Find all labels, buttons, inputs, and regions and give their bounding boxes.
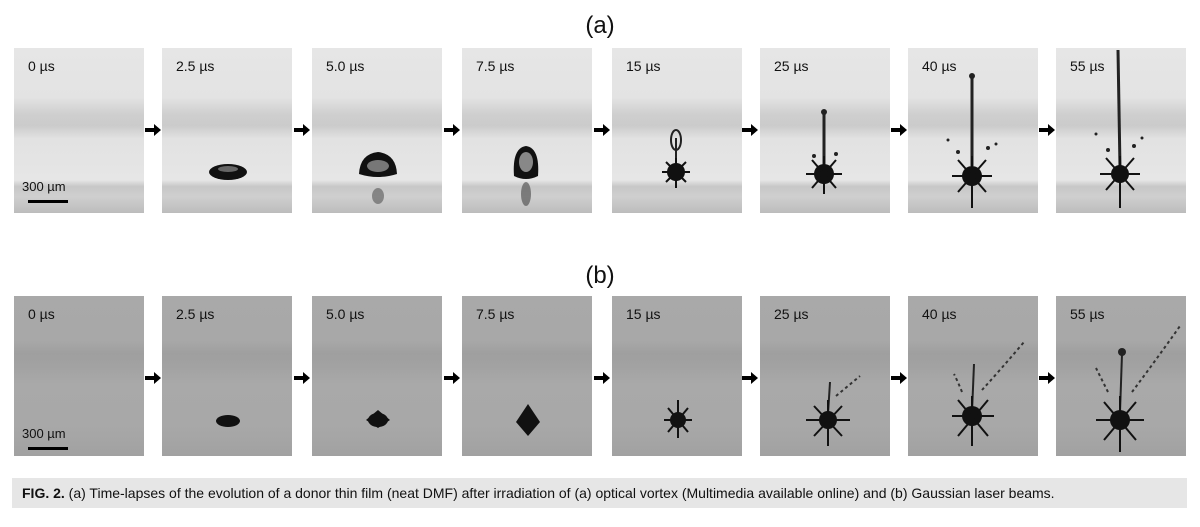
caption-prefix: FIG. 2. xyxy=(22,485,65,501)
time-label: 15 µs xyxy=(626,306,661,322)
arrow-right-icon xyxy=(742,124,758,136)
panel-a-label: (a) xyxy=(585,12,615,39)
time-label: 25 µs xyxy=(774,306,809,322)
arrow-right-icon xyxy=(594,372,610,384)
frame-a-3: 7.5 µs xyxy=(462,48,592,213)
scale-bar xyxy=(28,200,68,203)
time-label: 2.5 µs xyxy=(176,58,215,74)
frame-b-4: 15 µs xyxy=(612,296,742,456)
caption-text: (a) Time-lapses of the evolution of a do… xyxy=(64,485,1055,501)
frame-b-7: 55 µs xyxy=(1056,296,1186,456)
time-label: 7.5 µs xyxy=(476,58,515,74)
time-label: 5.0 µs xyxy=(326,306,365,322)
time-label: 15 µs xyxy=(626,58,661,74)
frame-a-6: 40 µs xyxy=(908,48,1038,213)
scale-bar xyxy=(28,447,68,450)
time-label: 40 µs xyxy=(922,306,957,322)
frame-a-0: 0 µs 300 µm xyxy=(14,48,144,213)
frame-a-4: 15 µs xyxy=(612,48,742,213)
droplet-image xyxy=(806,375,861,446)
droplet-image xyxy=(513,146,539,206)
frame-a-5: 25 µs xyxy=(760,48,890,213)
time-label: 55 µs xyxy=(1070,306,1105,322)
time-label: 0 µs xyxy=(28,306,55,322)
droplet-image xyxy=(359,152,397,204)
droplet-image xyxy=(216,415,240,427)
frame-b-2: 5.0 µs xyxy=(312,296,442,456)
droplet-image xyxy=(664,400,692,438)
arrow-right-icon xyxy=(294,124,310,136)
arrow-right-icon xyxy=(742,372,758,384)
droplet-image xyxy=(209,164,247,180)
frame-a-1: 2.5 µs xyxy=(162,48,292,213)
arrow-right-icon xyxy=(891,124,907,136)
frame-b-6: 40 µs xyxy=(908,296,1038,456)
frame-b-5: 25 µs xyxy=(760,296,890,456)
scale-bar-label: 300 µm xyxy=(22,179,66,194)
droplet-image xyxy=(366,410,390,428)
time-label: 55 µs xyxy=(1070,58,1105,74)
scale-bar-label: 300 µm xyxy=(22,426,66,441)
arrow-right-icon xyxy=(145,372,161,384)
panel-b-label: (b) xyxy=(585,262,615,289)
time-label: 0 µs xyxy=(28,58,55,74)
arrow-right-icon xyxy=(891,372,907,384)
droplet-image xyxy=(662,129,690,188)
droplet-image xyxy=(1095,325,1181,452)
arrow-right-icon xyxy=(294,372,310,384)
droplet-image xyxy=(1094,49,1144,208)
frame-b-3: 7.5 µs xyxy=(462,296,592,456)
arrow-right-icon xyxy=(444,372,460,384)
time-label: 7.5 µs xyxy=(476,306,515,322)
droplet-image xyxy=(516,404,540,436)
frame-b-1: 2.5 µs xyxy=(162,296,292,456)
droplet-image xyxy=(952,341,1025,446)
arrow-right-icon xyxy=(1039,124,1055,136)
frame-a-7: 55 µs xyxy=(1056,48,1186,213)
arrow-right-icon xyxy=(594,124,610,136)
frame-a-2: 5.0 µs xyxy=(312,48,442,213)
arrow-right-icon xyxy=(145,124,161,136)
figure-caption: FIG. 2. (a) Time-lapses of the evolution… xyxy=(12,478,1187,508)
arrow-right-icon xyxy=(1039,372,1055,384)
droplet-image xyxy=(946,73,998,208)
time-label: 5.0 µs xyxy=(326,58,365,74)
frame-b-0: 0 µs 300 µm xyxy=(14,296,144,456)
time-label: 25 µs xyxy=(774,58,809,74)
time-label: 2.5 µs xyxy=(176,306,215,322)
time-label: 40 µs xyxy=(922,58,957,74)
arrow-right-icon xyxy=(444,124,460,136)
droplet-image xyxy=(806,109,842,194)
